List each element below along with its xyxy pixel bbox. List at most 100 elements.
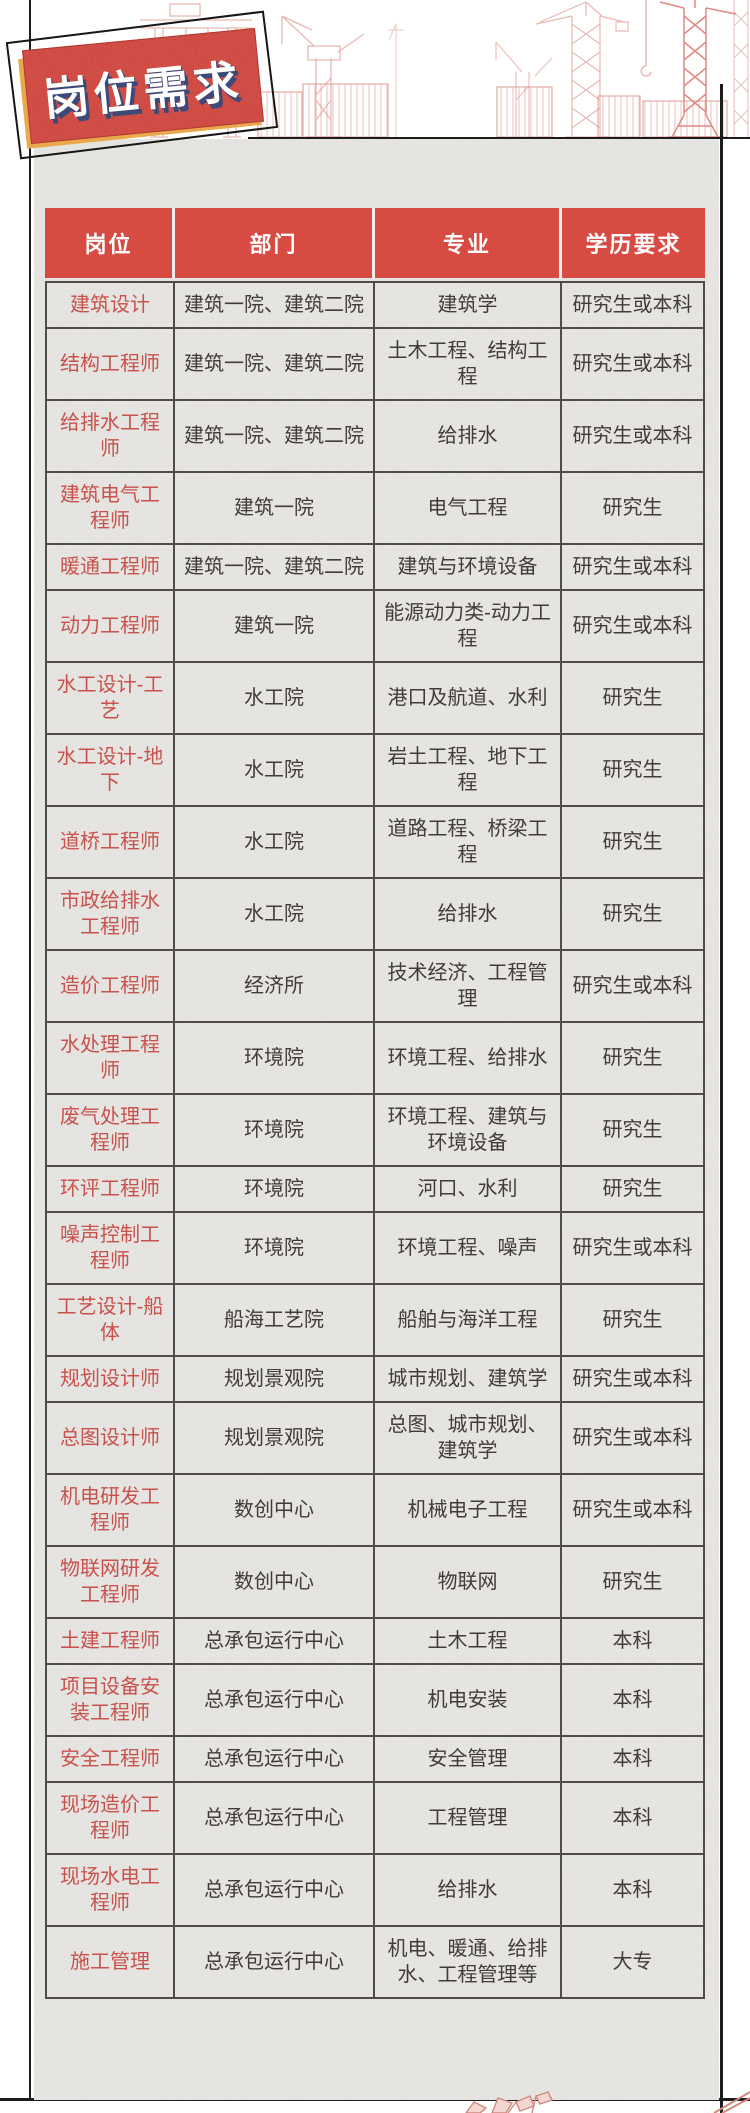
cell-education: 研究生或本科 xyxy=(562,545,705,591)
table-row: 水工设计-地下 水工院 岩土工程、地下工程 研究生 xyxy=(47,735,705,807)
cell-major: 建筑与环境设备 xyxy=(375,545,562,591)
table-row: 动力工程师 建筑一院 能源动力类-动力工程 研究生或本科 xyxy=(47,591,705,663)
frame-border-right xyxy=(720,84,723,2113)
cell-department: 水工院 xyxy=(175,879,375,951)
cell-education: 研究生 xyxy=(562,735,705,807)
cell-position: 水工设计-工艺 xyxy=(47,663,175,735)
cell-education: 本科 xyxy=(562,1783,705,1855)
table-row: 水工设计-工艺 水工院 港口及航道、水利 研究生 xyxy=(47,663,705,735)
cell-department: 建筑一院 xyxy=(175,473,375,545)
cell-major: 机电、暖通、给排水、工程管理等 xyxy=(375,1927,562,1999)
cell-department: 建筑一院、建筑二院 xyxy=(175,545,375,591)
cell-department: 规划景观院 xyxy=(175,1357,375,1403)
table-row: 废气处理工程师 环境院 环境工程、建筑与环境设备 研究生 xyxy=(47,1095,705,1167)
cell-position: 施工管理 xyxy=(47,1927,175,1999)
cell-education: 研究生或本科 xyxy=(562,283,705,329)
cell-education: 本科 xyxy=(562,1855,705,1927)
cell-position: 水工设计-地下 xyxy=(47,735,175,807)
frame-border-left xyxy=(29,0,31,2101)
header-department: 部门 xyxy=(175,208,375,278)
cell-major: 工程管理 xyxy=(375,1783,562,1855)
tower-crane-icon xyxy=(535,1,629,138)
cell-department: 建筑一院 xyxy=(175,591,375,663)
table-row: 给排水工程师 建筑一院、建筑二院 给排水 研究生或本科 xyxy=(47,401,705,473)
cell-education: 研究生 xyxy=(562,663,705,735)
cell-department: 总承包运行中心 xyxy=(175,1737,375,1783)
cell-department: 环境院 xyxy=(175,1023,375,1095)
table-row: 规划设计师 规划景观院 城市规划、建筑学 研究生或本科 xyxy=(47,1357,705,1403)
table-row: 施工管理 总承包运行中心 机电、暖通、给排水、工程管理等 大专 xyxy=(47,1927,705,1999)
cell-education: 研究生或本科 xyxy=(562,1357,705,1403)
table-row: 结构工程师 建筑一院、建筑二院 土木工程、结构工程 研究生或本科 xyxy=(47,329,705,401)
cell-department: 环境院 xyxy=(175,1213,375,1285)
cell-education: 本科 xyxy=(562,1737,705,1783)
table-header-row: 岗位 部门 专业 学历要求 xyxy=(45,208,705,278)
cell-education: 本科 xyxy=(562,1665,705,1737)
cell-education: 研究生或本科 xyxy=(562,329,705,401)
cell-education: 研究生 xyxy=(562,879,705,951)
header-education: 学历要求 xyxy=(562,208,705,278)
cell-education: 研究生或本科 xyxy=(562,1475,705,1547)
cell-position: 造价工程师 xyxy=(47,951,175,1023)
frame-border-top xyxy=(248,137,750,139)
table-row: 工艺设计-船体 船海工艺院 船舶与海洋工程 研究生 xyxy=(47,1285,705,1357)
table-row: 噪声控制工程师 环境院 环境工程、噪声 研究生或本科 xyxy=(47,1213,705,1285)
header-position: 岗位 xyxy=(45,208,175,278)
cell-education: 研究生或本科 xyxy=(562,591,705,663)
cell-department: 环境院 xyxy=(175,1167,375,1213)
cell-education: 研究生 xyxy=(562,1023,705,1095)
cell-department: 规划景观院 xyxy=(175,1403,375,1475)
cell-department: 水工院 xyxy=(175,735,375,807)
cell-major: 土木工程 xyxy=(375,1619,562,1665)
hook-icon xyxy=(640,0,652,77)
tower-crane-icon xyxy=(733,0,749,137)
cell-major: 港口及航道、水利 xyxy=(375,663,562,735)
table-row: 现场水电工程师 总承包运行中心 给排水 本科 xyxy=(47,1855,705,1927)
cell-education: 研究生或本科 xyxy=(562,951,705,1023)
cell-department: 总承包运行中心 xyxy=(175,1619,375,1665)
cell-education: 研究生 xyxy=(562,1285,705,1357)
cell-department: 总承包运行中心 xyxy=(175,1783,375,1855)
cell-position: 物联网研发工程师 xyxy=(47,1547,175,1619)
cell-major: 船舶与海洋工程 xyxy=(375,1285,562,1357)
table-row: 总图设计师 规划景观院 总图、城市规划、建筑学 研究生或本科 xyxy=(47,1403,705,1475)
cell-department: 建筑一院、建筑二院 xyxy=(175,329,375,401)
table-body: 建筑设计 建筑一院、建筑二院 建筑学 研究生或本科 结构工程师 建筑一院、建筑二… xyxy=(45,281,705,1999)
table-row: 道桥工程师 水工院 道路工程、桥梁工程 研究生 xyxy=(47,807,705,879)
page-title: 岗位需求 xyxy=(41,55,246,125)
cell-department: 数创中心 xyxy=(175,1547,375,1619)
table-row: 市政给排水工程师 水工院 给排水 研究生 xyxy=(47,879,705,951)
content-panel: 岗位 部门 专业 学历要求 建筑设计 建筑一院、建筑二院 建筑学 研究生或本科 … xyxy=(34,139,719,2100)
cell-position: 建筑设计 xyxy=(47,283,175,329)
cell-department: 水工院 xyxy=(175,807,375,879)
cell-major: 给排水 xyxy=(375,879,562,951)
cell-position: 规划设计师 xyxy=(47,1357,175,1403)
cell-education: 研究生 xyxy=(562,1547,705,1619)
cell-education: 研究生或本科 xyxy=(562,1403,705,1475)
cell-department: 船海工艺院 xyxy=(175,1285,375,1357)
cell-major: 环境工程、给排水 xyxy=(375,1023,562,1095)
mast-icon xyxy=(388,23,404,137)
cell-position: 废气处理工程师 xyxy=(47,1095,175,1167)
cell-position: 水处理工程师 xyxy=(47,1023,175,1095)
cell-position: 市政给排水工程师 xyxy=(47,879,175,951)
cell-education: 研究生 xyxy=(562,807,705,879)
cell-department: 总承包运行中心 xyxy=(175,1855,375,1927)
cell-major: 技术经济、工程管理 xyxy=(375,951,562,1023)
cell-position: 噪声控制工程师 xyxy=(47,1213,175,1285)
table-row: 环评工程师 环境院 河口、水利 研究生 xyxy=(47,1167,705,1213)
cell-position: 给排水工程师 xyxy=(47,401,175,473)
table-row: 暖通工程师 建筑一院、建筑二院 建筑与环境设备 研究生或本科 xyxy=(47,545,705,591)
cell-position: 环评工程师 xyxy=(47,1167,175,1213)
cell-major: 环境工程、噪声 xyxy=(375,1213,562,1285)
cell-major: 道路工程、桥梁工程 xyxy=(375,807,562,879)
cell-education: 研究生或本科 xyxy=(562,401,705,473)
table-row: 项目设备安装工程师 总承包运行中心 机电安装 本科 xyxy=(47,1665,705,1737)
cell-position: 总图设计师 xyxy=(47,1403,175,1475)
cell-major: 建筑学 xyxy=(375,283,562,329)
table-row: 物联网研发工程师 数创中心 物联网 研究生 xyxy=(47,1547,705,1619)
header-major: 专业 xyxy=(375,208,562,278)
cell-major: 给排水 xyxy=(375,401,562,473)
cell-position: 建筑电气工程师 xyxy=(47,473,175,545)
cell-position: 安全工程师 xyxy=(47,1737,175,1783)
